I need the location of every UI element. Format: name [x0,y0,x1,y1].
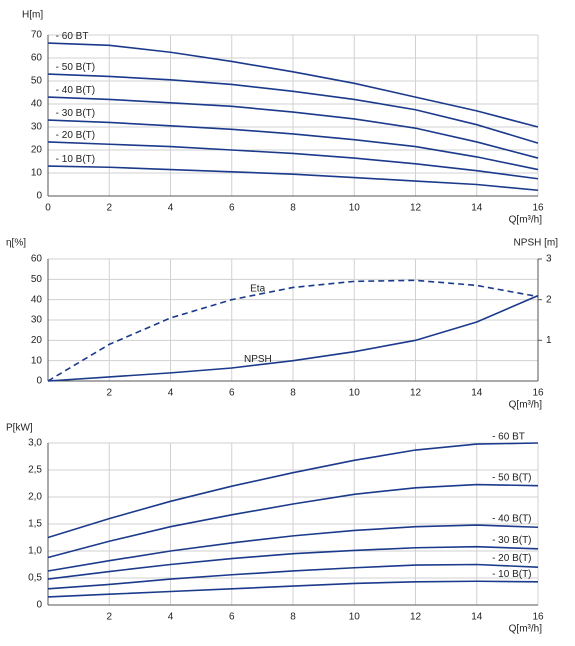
curve-label: - 50 B(T) [56,62,95,73]
y-tick-label: 20 [31,145,43,156]
x-axis-label: Q[m³/h] [509,400,543,411]
y-tick-label: 50 [31,76,43,87]
y-tick-label: 0 [36,191,42,202]
x-tick-label: 0 [45,203,51,214]
x-tick-label: 16 [532,388,544,399]
y-tick-label: 50 [31,274,43,285]
curve [47,42,539,128]
y-tick-label: 10 [31,355,43,366]
curve-label: - 50 B(T) [492,472,531,483]
curve-label: - 60 BT [492,431,525,442]
curve [47,580,539,598]
x-tick-label: 12 [410,612,422,623]
y-tick-label: 70 [31,30,43,41]
y-tick-label: 3,0 [28,438,42,449]
curve-label: - 40 B(T) [492,513,531,524]
x-axis-label: Q[m³/h] [509,215,543,226]
curve [47,141,539,180]
y-tick-label: 10 [31,168,43,179]
y-tick-label: 60 [31,254,43,265]
y-axis-label: P[kW] [6,423,33,434]
x-tick-label: 16 [532,612,544,623]
y-tick-label: 30 [31,315,43,326]
x-tick-label: 10 [349,388,361,399]
curve [47,96,539,159]
curve-label: - 30 B(T) [492,535,531,546]
x-tick-label: 6 [229,612,235,623]
x-tick-label: 2 [106,203,112,214]
x-tick-label: 12 [410,388,422,399]
y-axis-label: η[%] [6,238,26,249]
y-tick-label: 40 [31,294,43,305]
y-tick-label: 30 [31,122,43,133]
y-tick-label: 0 [36,376,42,387]
x-tick-label: 12 [410,203,422,214]
curve-label: NPSH [244,354,272,365]
y-tick-label: 20 [31,335,43,346]
curve-label: - 30 B(T) [56,108,95,119]
y-tick-label: 0 [36,600,42,611]
curve-label: - 20 B(T) [492,553,531,564]
y-axis-label: H[m] [22,10,43,21]
curve-label: - 10 B(T) [492,569,531,580]
curve [47,442,539,539]
y-tick-label: 40 [31,99,43,110]
x-tick-label: 4 [168,612,174,623]
curve [47,73,539,144]
y-tick-label: 2,0 [28,492,42,503]
y-tick-label: 2,5 [28,465,42,476]
y2-tick-label: 2 [546,294,552,305]
curve-label: - 40 B(T) [56,85,95,96]
x-tick-label: 8 [290,612,296,623]
curve-label: Eta [250,284,265,295]
y2-tick-label: 3 [546,254,552,265]
y-tick-label: 0,5 [28,573,42,584]
curve [47,524,539,572]
x-tick-label: 8 [290,388,296,399]
curve-label: - 60 BT [56,31,89,42]
curve [47,483,539,559]
x-tick-label: 2 [106,388,112,399]
x-tick-label: 4 [168,203,174,214]
curve [47,563,539,590]
curve [47,119,539,171]
curve-label: - 10 B(T) [56,154,95,165]
x-tick-label: 10 [349,612,361,623]
x-tick-label: 14 [471,612,483,623]
x-tick-label: 6 [229,203,235,214]
x-tick-label: 4 [168,388,174,399]
y2-axis-label: NPSH [m] [514,238,559,249]
x-tick-label: 14 [471,203,483,214]
curve [47,165,539,192]
curve [47,545,539,580]
x-tick-label: 2 [106,612,112,623]
curve [47,294,539,382]
y2-tick-label: 1 [546,335,552,346]
curve [47,279,539,382]
y-tick-label: 1,5 [28,519,42,530]
x-tick-label: 10 [349,203,361,214]
curve-label: - 20 B(T) [56,130,95,141]
x-axis-label: Q[m³/h] [509,624,543,635]
x-tick-label: 16 [532,203,544,214]
x-tick-label: 8 [290,203,296,214]
x-tick-label: 6 [229,388,235,399]
y-tick-label: 1,0 [28,546,42,557]
x-tick-label: 14 [471,388,483,399]
y-tick-label: 60 [31,53,43,64]
